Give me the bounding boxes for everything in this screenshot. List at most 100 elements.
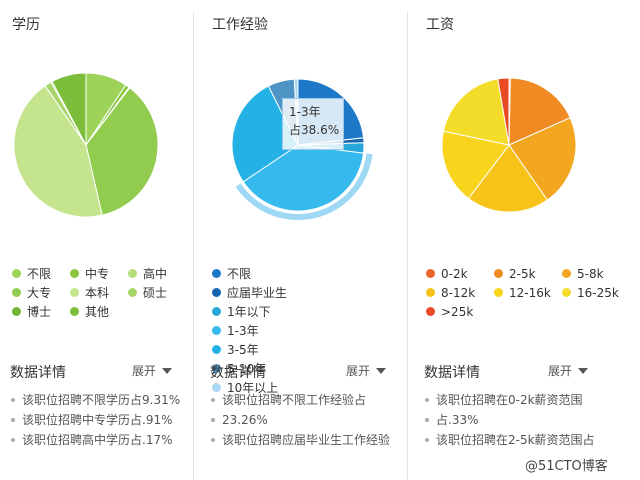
legend-label: 3-5年 [227, 343, 259, 357]
panel-title: 工资 [426, 17, 454, 33]
experience-panel: 工作经验 不限 应届毕业生 1年以下 1-3年 3-5年 5-10年 10年以上 数据详情 … [200, 0, 403, 480]
legend-label: 1年以下 [227, 305, 271, 319]
legend-dot-icon [212, 288, 221, 297]
pie-slice-highlight-ring [235, 153, 373, 221]
pie-slice[interactable] [508, 77, 571, 146]
education-panel: 学历 不限 中专 高中大专 本科 硕士博士 其他 数据详情 展开 该职位招聘不限学历占9.… [0, 0, 193, 480]
legend-item[interactable]: 大专 [12, 283, 70, 302]
legend-label: 本科 [85, 286, 110, 300]
salary-pie-chart[interactable] [414, 60, 640, 240]
detail-item: 该职位招聘在0-2k薪资范围 [424, 390, 595, 410]
legend-dot-icon [12, 269, 21, 278]
detail-item: 该职位招聘不限学历占9.31% [10, 390, 180, 410]
expand-label[interactable]: 展开 [132, 364, 157, 378]
caret-down-icon[interactable] [578, 367, 589, 374]
legend-dot-icon [426, 307, 435, 316]
legend-dot-icon [12, 307, 21, 316]
legend-label: 大专 [27, 286, 52, 300]
divider [193, 12, 194, 480]
expand-label[interactable]: 展开 [548, 364, 573, 378]
legend-item[interactable]: 应届毕业生 [212, 283, 308, 302]
experience-legend: 不限应届毕业生 1年以下 1-3年 3-5年 5-10年 10年以上 [212, 264, 399, 397]
legend-label: 应届毕业生 [227, 286, 288, 300]
legend-label: 不限 [27, 267, 52, 281]
expand-toggle[interactable]: 展开 [346, 362, 387, 379]
legend-dot-icon [426, 288, 435, 297]
legend-dot-icon [70, 307, 79, 316]
legend-item[interactable]: >25k [426, 302, 494, 321]
legend-item[interactable]: 硕士 [128, 283, 186, 302]
details-list: 该职位招聘在0-2k薪资范围 占.33% 该职位招聘在2-5k薪资范围占 [424, 390, 595, 450]
legend-label: 高中 [143, 267, 168, 281]
legend-dot-icon [212, 345, 221, 354]
details-list: 该职位招聘不限工作经验占 23.26% 该职位招聘应届毕业生工作经验 [210, 390, 390, 450]
legend-item[interactable]: 5-8k [562, 264, 630, 283]
pie-slice[interactable] [441, 130, 510, 200]
legend-dot-icon [212, 269, 221, 278]
legend-label: 5-10年 [227, 362, 267, 376]
education-pie-chart[interactable] [0, 60, 193, 240]
legend-item[interactable]: 其他 [70, 302, 128, 321]
legend-item[interactable]: 不限 [212, 264, 308, 283]
legend-dot-icon [212, 383, 221, 392]
detail-item: 该职位招聘在2-5k薪资范围占 [424, 430, 595, 450]
legend-item[interactable]: 16-25k [562, 283, 630, 302]
legend-label: 2-5k [509, 266, 536, 281]
legend-dot-icon [562, 269, 571, 278]
pie-slice[interactable] [85, 87, 159, 216]
caret-down-icon[interactable] [162, 367, 173, 374]
legend-item[interactable]: 5-10年 [212, 359, 308, 378]
legend-item[interactable]: 3-5年 [212, 340, 308, 359]
chart-tooltip: 1-3年 占38.6% [282, 98, 344, 150]
divider [407, 12, 408, 480]
legend-label: >25k [441, 304, 474, 319]
expand-toggle[interactable]: 展开 [132, 362, 173, 379]
legend-label: 10年以上 [227, 381, 279, 395]
legend-item[interactable]: 本科 [70, 283, 128, 302]
watermark-text: @51CTO博客 [525, 459, 608, 474]
legend-label: 中专 [85, 267, 110, 281]
legend-dot-icon [426, 269, 435, 278]
tooltip-line: 1-3年 [289, 105, 321, 119]
legend-label: 1-3年 [227, 324, 259, 338]
legend-item[interactable]: 12-16k [494, 283, 562, 302]
legend-dot-icon [128, 288, 137, 297]
pie-slice[interactable] [13, 85, 103, 218]
legend-dot-icon [12, 288, 21, 297]
legend-label: 5-8k [577, 266, 604, 281]
details-title: 数据详情 [10, 365, 66, 381]
experience-pie-chart[interactable] [200, 60, 403, 250]
pie-slice[interactable] [51, 72, 87, 146]
panel-title: 学历 [12, 17, 40, 33]
legend-dot-icon [212, 307, 221, 316]
pie-slice[interactable] [442, 78, 510, 146]
legend-item[interactable]: 8-12k [426, 283, 494, 302]
legend-dot-icon [70, 269, 79, 278]
tooltip-line: 占38.6% [289, 123, 340, 137]
detail-item: 该职位招聘中专学历占.91% [10, 410, 180, 430]
legend-item[interactable]: 不限 [12, 264, 70, 283]
legend-dot-icon [494, 288, 503, 297]
legend-item[interactable]: 10年以上 [212, 378, 308, 397]
legend-item[interactable]: 高中 [128, 264, 186, 283]
legend-label: 0-2k [441, 266, 468, 281]
pie-slice[interactable] [508, 117, 577, 201]
expand-label[interactable]: 展开 [346, 364, 371, 378]
legend-item[interactable]: 1年以下 [212, 302, 308, 321]
caret-down-icon[interactable] [376, 367, 387, 374]
legend-item[interactable]: 博士 [12, 302, 70, 321]
legend-label: 博士 [27, 305, 52, 319]
detail-item: 该职位招聘不限工作经验占 [210, 390, 390, 410]
pie-slice[interactable] [242, 144, 365, 212]
legend-item[interactable]: 0-2k [426, 264, 494, 283]
legend-label: 8-12k [441, 285, 476, 300]
legend-item[interactable]: 2-5k [494, 264, 562, 283]
pie-slice[interactable] [497, 77, 510, 146]
pie-slice[interactable] [231, 85, 299, 183]
legend-dot-icon [212, 326, 221, 335]
legend-dot-icon [494, 269, 503, 278]
expand-toggle[interactable]: 展开 [548, 362, 589, 379]
legend-item[interactable]: 1-3年 [212, 321, 308, 340]
legend-item[interactable]: 中专 [70, 264, 128, 283]
pie-slice[interactable] [467, 144, 548, 213]
